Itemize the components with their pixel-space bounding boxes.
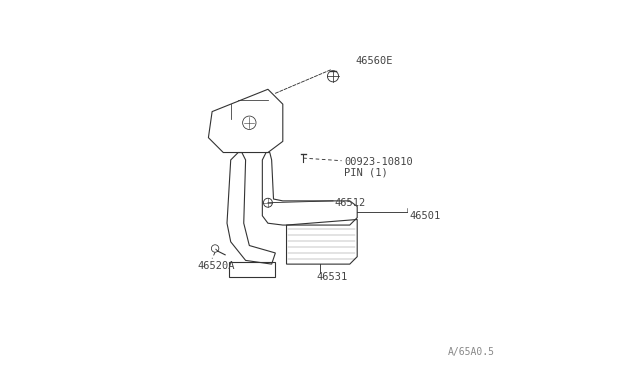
- Text: 00923-10810: 00923-10810: [344, 157, 413, 167]
- Text: 46520A: 46520A: [197, 261, 235, 271]
- Text: A/65A0.5: A/65A0.5: [448, 347, 495, 357]
- Text: 46531: 46531: [316, 272, 348, 282]
- Text: PIN (1): PIN (1): [344, 168, 388, 178]
- Text: 46560E: 46560E: [355, 57, 393, 66]
- Text: 46512: 46512: [335, 198, 366, 208]
- Text: 46501: 46501: [410, 211, 440, 221]
